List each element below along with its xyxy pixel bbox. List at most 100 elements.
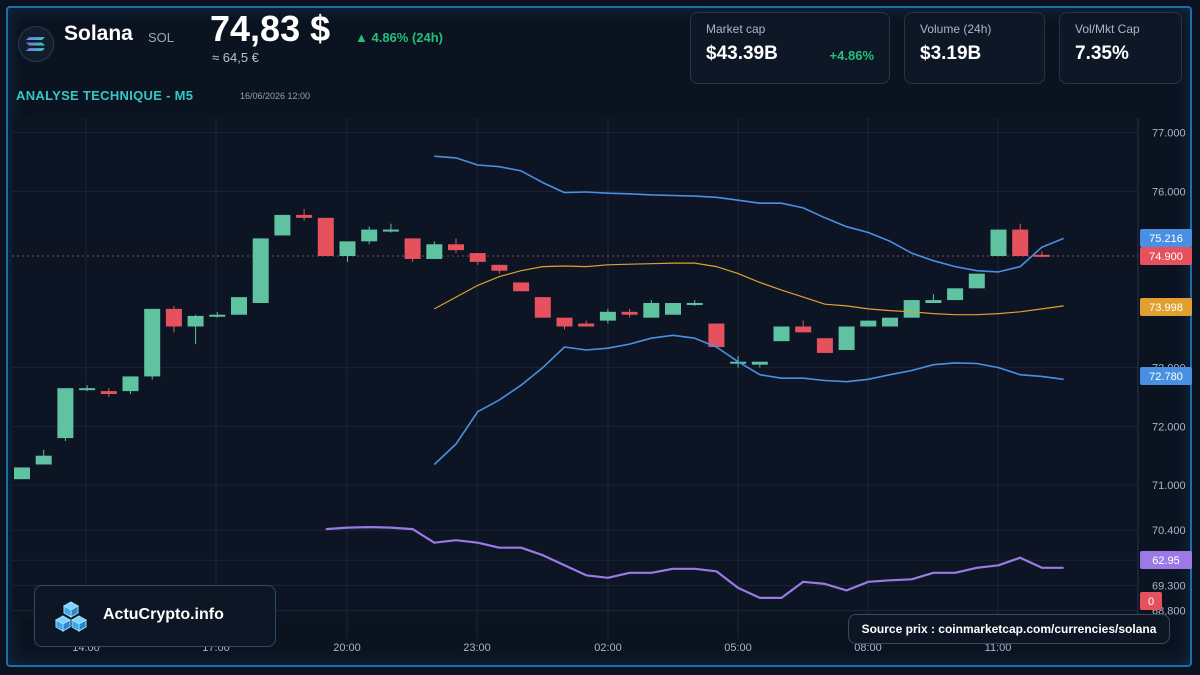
x-tick-label: 20:00: [333, 642, 361, 654]
x-tick-label: 08:00: [854, 642, 882, 654]
candle-body: [122, 376, 139, 392]
stat-volume: Volume (24h) $3.19B: [904, 12, 1045, 84]
lower-band-line: [433, 334, 1064, 466]
header: Solana SOL 74,83 $ ▲ 4.86% (24h) ≈ 64,5 …: [0, 0, 1200, 115]
cubes-logo-icon: [54, 601, 88, 632]
candle-body: [1033, 254, 1050, 257]
rsi-tick-label: 70.400: [1152, 525, 1186, 537]
price-tag-label: 72.780: [1149, 371, 1183, 383]
x-tick-label: 05:00: [724, 642, 752, 654]
candle-body: [231, 297, 247, 315]
stat-label: Vol/Mkt Cap: [1075, 22, 1140, 36]
y-tick-label: 72.000: [1152, 421, 1186, 433]
candle-body: [165, 308, 182, 327]
candle-body: [925, 300, 942, 303]
candle-body: [426, 244, 443, 259]
candle-body: [252, 238, 269, 303]
candle-body: [730, 361, 747, 364]
coin-symbol: SOL: [148, 30, 175, 45]
candle-body: [795, 326, 812, 333]
coin-name: Solana: [64, 22, 133, 45]
candle-body: [621, 311, 638, 315]
candle-body: [882, 317, 898, 327]
candle-body: [751, 361, 768, 365]
price-tag: [1140, 247, 1192, 265]
candle-body: [513, 282, 530, 292]
candle-body: [469, 253, 486, 262]
price-tag: [1140, 367, 1192, 385]
price-eur: ≈ 64,5 €: [212, 50, 259, 65]
brand-name: ActuCrypto.info: [103, 606, 224, 623]
price-tag-label: 73.998: [1149, 302, 1183, 314]
price-tag-label: 75.216: [1149, 233, 1183, 245]
y-tick-label: 71.000: [1152, 480, 1186, 492]
candle-body: [599, 311, 616, 321]
candle-body: [404, 238, 421, 259]
y-tick-label: 76.000: [1152, 186, 1186, 198]
price-change-24h: ▲ 4.86% (24h): [355, 30, 444, 45]
candle-body: [382, 229, 399, 232]
candle-body: [79, 388, 96, 391]
candle-body: [187, 315, 204, 327]
candle-body: [317, 217, 334, 257]
stat-market-cap: Market cap $43.39B +4.86%: [690, 12, 890, 84]
solana-logo-icon: [18, 26, 54, 62]
price-tag: [1140, 229, 1192, 247]
candle-body: [209, 314, 226, 317]
rsi-tag: [1140, 592, 1162, 610]
candle-body: [491, 264, 508, 271]
candle-body: [903, 300, 920, 318]
x-tick-label: 02:00: [594, 642, 622, 654]
candle-body: [708, 323, 725, 348]
candle-body: [100, 391, 117, 395]
stat-vol-mkt-cap: Vol/Mkt Cap 7.35%: [1059, 12, 1182, 84]
candle-body: [816, 338, 833, 353]
price-tag: [1140, 298, 1192, 316]
stat-value: 7.35%: [1075, 43, 1129, 64]
candle-body: [35, 455, 52, 465]
candle-body: [361, 229, 378, 242]
brand-badge: ActuCrypto.info: [34, 585, 276, 647]
candle-body: [686, 303, 703, 305]
candle-body: [14, 467, 30, 480]
middle-band-line: [434, 262, 1064, 316]
upper-band-line: [434, 155, 1064, 273]
candle-body: [773, 326, 790, 342]
stat-value: $3.19B: [920, 43, 982, 64]
rsi-line: [325, 525, 1064, 600]
candle-body: [643, 303, 660, 318]
candle-body: [296, 214, 313, 218]
x-tick-label: 11:00: [985, 642, 1012, 654]
stat-value: $43.39B: [706, 43, 778, 64]
rsi-tag-label: 0: [1148, 596, 1154, 608]
candle-body: [144, 308, 161, 377]
stat-label: Market cap: [706, 22, 766, 36]
y-tick-label: 77.000: [1152, 128, 1186, 140]
rsi-tag-label: 62.95: [1152, 555, 1180, 567]
timestamp: 16/06/2026 12:00: [240, 91, 311, 101]
candle-body: [578, 323, 595, 327]
candle-body: [57, 388, 74, 439]
current-price: 74,83 $: [210, 8, 331, 49]
candle-body: [1012, 229, 1029, 257]
candle-body: [665, 303, 681, 315]
candle-body: [556, 317, 573, 327]
candle-body: [990, 229, 1007, 257]
stat-label: Volume (24h): [920, 22, 992, 36]
candle-body: [274, 214, 291, 236]
rsi-tag: [1140, 551, 1192, 569]
analysis-label: ANALYSE TECHNIQUE - M5: [16, 88, 194, 103]
candle-body: [968, 273, 985, 289]
candle-body: [838, 326, 855, 350]
candle-body: [947, 288, 964, 301]
price-tag-label: 74.900: [1149, 251, 1183, 263]
candle-body: [339, 241, 356, 257]
candle-body: [448, 244, 464, 251]
price-source: Source prix : coinmarketcap.com/currenci…: [848, 614, 1170, 644]
rsi-tick-label: 69.300: [1152, 580, 1186, 592]
candle-body: [534, 297, 551, 318]
x-tick-label: 23:00: [463, 642, 491, 654]
dashboard-frame: [6, 6, 1192, 667]
stat-delta: +4.86%: [829, 48, 874, 63]
